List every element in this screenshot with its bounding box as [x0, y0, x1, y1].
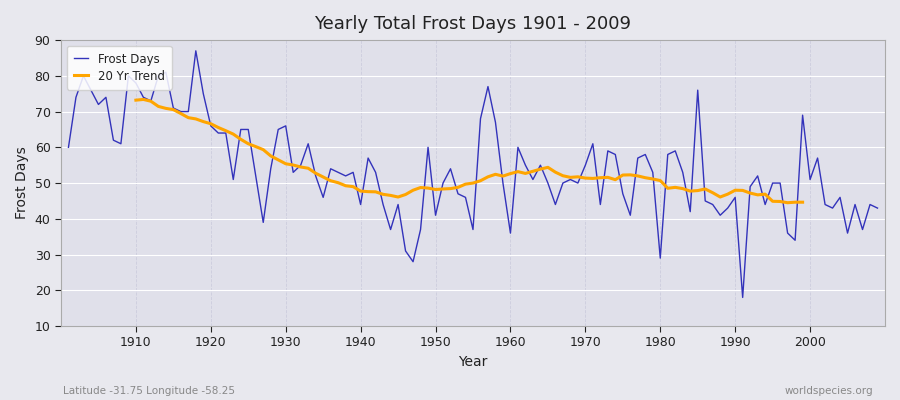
Title: Yearly Total Frost Days 1901 - 2009: Yearly Total Frost Days 1901 - 2009 — [314, 15, 632, 33]
Frost Days — [512, 145, 523, 150]
Text: Latitude -31.75 Longitude -58.25: Latitude -31.75 Longitude -58.25 — [63, 386, 235, 396]
20 Yr Trend — [775, 199, 786, 204]
20 Yr Trend — [130, 98, 141, 102]
Legend: Frost Days, 20 Yr Trend: Frost Days, 20 Yr Trend — [67, 46, 172, 90]
Frost Days — [191, 48, 202, 53]
Frost Days — [602, 148, 613, 153]
Frost Days — [505, 231, 516, 236]
20 Yr Trend — [340, 183, 351, 188]
Frost Days — [63, 145, 74, 150]
Line: Frost Days: Frost Days — [68, 51, 878, 298]
Frost Days — [737, 295, 748, 300]
Line: 20 Yr Trend: 20 Yr Trend — [136, 100, 803, 203]
20 Yr Trend — [228, 132, 238, 136]
Frost Days — [295, 163, 306, 168]
20 Yr Trend — [797, 200, 808, 204]
20 Yr Trend — [707, 190, 718, 195]
Frost Days — [340, 174, 351, 178]
20 Yr Trend — [138, 97, 148, 102]
20 Yr Trend — [602, 175, 613, 180]
X-axis label: Year: Year — [458, 355, 488, 369]
20 Yr Trend — [782, 200, 793, 205]
Frost Days — [123, 74, 134, 78]
20 Yr Trend — [692, 188, 703, 193]
Y-axis label: Frost Days: Frost Days — [15, 147, 29, 220]
Frost Days — [872, 206, 883, 210]
Text: worldspecies.org: worldspecies.org — [785, 386, 873, 396]
